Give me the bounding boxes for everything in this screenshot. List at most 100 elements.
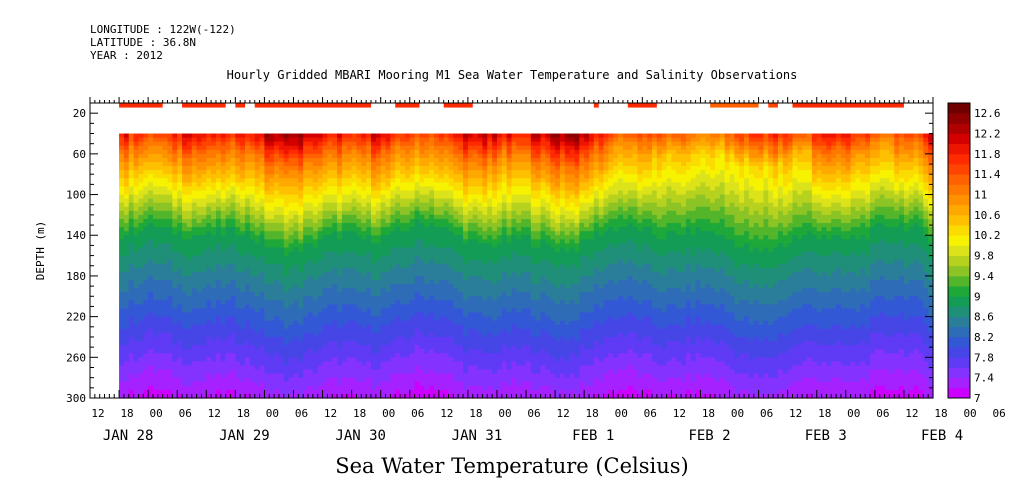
- field-cell: [448, 292, 454, 297]
- field-cell: [123, 243, 130, 249]
- field-cell: [172, 247, 178, 253]
- field-cell: [317, 174, 324, 179]
- field-cell: [424, 280, 430, 285]
- field-cell: [123, 271, 130, 277]
- field-cell: [220, 166, 227, 171]
- field-cell: [351, 231, 358, 236]
- field-cell: [274, 357, 280, 362]
- field-cell: [283, 292, 290, 297]
- field-cell: [404, 308, 411, 314]
- field-cell: [327, 259, 333, 265]
- field-cell: [433, 145, 440, 151]
- field-cell: [308, 300, 314, 306]
- field-cell: [317, 275, 324, 281]
- field-cell: [298, 235, 304, 240]
- field-cell: [148, 373, 154, 379]
- field-cell: [448, 190, 454, 196]
- field-cell: [341, 393, 348, 399]
- field-cell: [254, 259, 261, 265]
- field-cell: [215, 251, 222, 257]
- field-cell: [215, 206, 222, 212]
- field-cell: [337, 385, 343, 391]
- field-cell: [438, 345, 445, 350]
- field-cell: [443, 353, 450, 358]
- field-cell: [414, 210, 421, 216]
- field-cell: [225, 227, 232, 232]
- field-cell: [327, 312, 333, 318]
- field-cell: [356, 153, 362, 159]
- field-cell: [317, 202, 324, 208]
- field-cell: [443, 162, 450, 167]
- field-cell: [337, 259, 343, 265]
- field-cell: [259, 178, 266, 183]
- field-cell: [201, 365, 207, 371]
- field-cell: [366, 133, 372, 139]
- field-cell: [259, 206, 266, 212]
- field-cell: [327, 255, 333, 261]
- field-cell: [162, 357, 169, 362]
- field-cell: [472, 369, 479, 375]
- field-cell: [128, 369, 135, 375]
- field-cell: [220, 133, 227, 139]
- field-cell: [303, 141, 309, 147]
- field-cell: [162, 210, 169, 216]
- field-cell: [356, 377, 362, 383]
- field-cell: [458, 153, 464, 159]
- field-cell: [220, 157, 227, 163]
- field-cell: [298, 393, 304, 399]
- field-cell: [288, 141, 295, 147]
- field-cell: [298, 149, 304, 155]
- field-cell: [123, 206, 130, 212]
- field-cell: [404, 385, 411, 391]
- field-cell: [472, 332, 479, 338]
- field-cell: [308, 296, 314, 301]
- field-cell: [235, 328, 241, 334]
- field-cell: [177, 178, 183, 183]
- field-cell: [409, 202, 416, 208]
- field-cell: [264, 223, 270, 228]
- field-cell: [278, 300, 285, 306]
- field-cell: [245, 361, 251, 367]
- field-cell: [230, 251, 236, 257]
- field-cell: [298, 231, 304, 236]
- field-cell: [206, 149, 212, 155]
- field-cell: [467, 157, 474, 163]
- field-cell: [351, 170, 358, 175]
- field-cell: [172, 153, 178, 159]
- field-cell: [351, 381, 358, 387]
- field-cell: [133, 385, 140, 391]
- field-cell: [264, 210, 270, 216]
- field-cell: [225, 300, 232, 306]
- field-cell: [341, 259, 348, 265]
- field-cell: [191, 275, 198, 281]
- field-cell: [298, 194, 304, 200]
- field-cell: [278, 170, 285, 175]
- field-cell: [463, 227, 469, 232]
- field-cell: [206, 369, 212, 375]
- field-cell: [385, 141, 391, 147]
- field-cell: [317, 214, 324, 220]
- field-cell: [128, 141, 135, 147]
- field-cell: [128, 361, 135, 367]
- field-cell: [186, 280, 193, 285]
- field-cell: [366, 349, 372, 354]
- field-cell: [351, 292, 358, 297]
- field-cell: [371, 332, 377, 338]
- field-cell: [191, 251, 198, 257]
- field-cell: [429, 259, 435, 265]
- field-cell: [438, 218, 445, 224]
- field-cell: [487, 145, 493, 151]
- field-cell: [182, 178, 188, 183]
- field-cell: [482, 296, 488, 301]
- field-cell: [308, 267, 314, 273]
- field-cell: [230, 385, 236, 391]
- field-cell: [458, 157, 464, 163]
- field-cell: [327, 202, 333, 208]
- field-cell: [191, 316, 198, 322]
- field-cell: [215, 328, 222, 334]
- field-cell: [380, 162, 387, 167]
- field-cell: [346, 182, 353, 188]
- field-cell: [448, 304, 454, 310]
- field-cell: [327, 320, 333, 326]
- field-cell: [443, 300, 450, 306]
